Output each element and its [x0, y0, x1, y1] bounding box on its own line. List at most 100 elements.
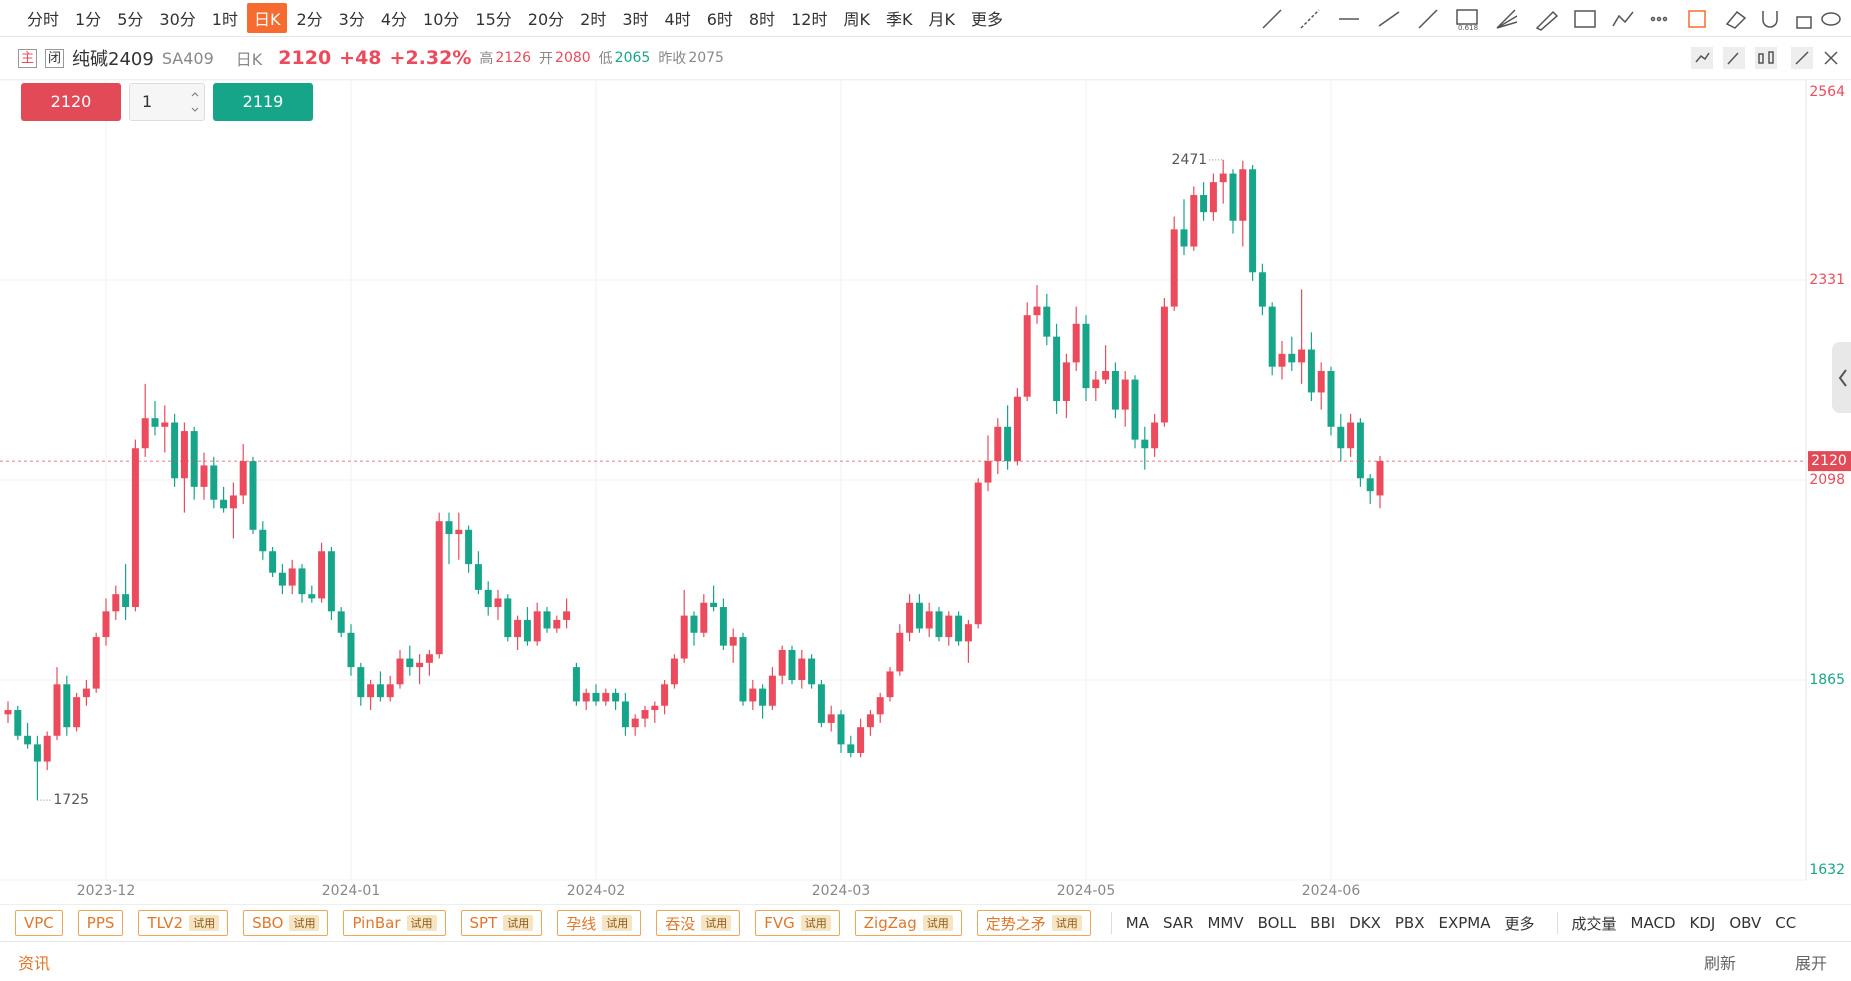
strategy-button[interactable]: FVG 试用	[755, 910, 840, 936]
qty-input[interactable]: 1	[129, 83, 205, 121]
candle-body	[288, 568, 296, 586]
main-indicator[interactable]: BBI	[1310, 914, 1336, 932]
fib-label[interactable]: 0.618	[1458, 24, 1478, 32]
candle-body	[533, 611, 541, 642]
y-tick-label: 1632	[1809, 862, 1845, 878]
low-label: 1725	[53, 792, 89, 808]
candle-body	[719, 607, 727, 646]
period-select[interactable]: 日K	[235, 50, 263, 69]
candle-body	[896, 632, 904, 672]
period-button[interactable]: 2分	[296, 10, 323, 29]
period-button[interactable]: 日K	[246, 3, 288, 33]
period-button[interactable]: 15分	[475, 10, 512, 29]
prev-close: 2075	[688, 50, 724, 66]
candle-body	[220, 499, 228, 509]
candle-body	[964, 624, 972, 642]
candle-body	[1072, 323, 1080, 363]
x-tick-label: 2024-05	[1057, 883, 1116, 899]
main-indicator[interactable]: BOLL	[1257, 914, 1297, 932]
candle-body	[680, 615, 688, 659]
candle-body	[367, 684, 375, 698]
candle-body	[171, 422, 179, 479]
qty-stepper[interactable]	[190, 90, 200, 114]
candle-body	[1356, 422, 1364, 479]
candle-body	[1013, 396, 1021, 462]
candle-body	[523, 619, 531, 642]
period-button[interactable]: 周K	[843, 10, 870, 29]
strategy-button[interactable]: VPC	[15, 910, 63, 936]
sub-indicator[interactable]: 成交量	[1571, 914, 1617, 933]
strategy-button[interactable]: 孕线 试用	[557, 910, 642, 936]
candle-body	[1288, 353, 1296, 363]
period-button[interactable]: 6时	[706, 10, 733, 29]
period-button[interactable]: 12时	[791, 10, 828, 29]
candle-body	[1062, 362, 1070, 402]
candle-body	[798, 658, 806, 680]
main-icon[interactable]: 主	[18, 48, 38, 68]
buy-button[interactable]: 2120	[21, 83, 121, 121]
sub-indicator[interactable]: CC	[1775, 914, 1797, 932]
candle-body	[347, 632, 355, 668]
main-indicator[interactable]: MMV	[1207, 914, 1244, 932]
candle-body	[974, 482, 982, 625]
candle-body	[1229, 173, 1237, 221]
sell-button[interactable]: 2119	[213, 83, 313, 121]
sub-indicator[interactable]: MACD	[1630, 914, 1676, 932]
period-button[interactable]: 8时	[748, 10, 776, 29]
period-button[interactable]: 1时	[211, 10, 238, 29]
period-button[interactable]: 3时	[622, 10, 649, 29]
strategy-button[interactable]: SPT 试用	[460, 910, 543, 936]
trial-tag: 试用	[289, 915, 320, 931]
period-button[interactable]: 分时	[27, 10, 60, 29]
last-price-label: 2120	[1811, 453, 1847, 469]
candle-body	[1151, 422, 1159, 449]
candle-body	[837, 714, 845, 745]
period-button[interactable]: 5分	[117, 10, 144, 29]
candle-body	[308, 594, 316, 599]
candle-body	[406, 658, 414, 668]
strategy-button[interactable]: 定势之矛 试用	[976, 910, 1091, 936]
period-button[interactable]: 3分	[338, 10, 365, 29]
main-indicator[interactable]: MA	[1125, 914, 1149, 932]
period-button[interactable]: 20分	[527, 10, 565, 29]
sub-indicator[interactable]: KDJ	[1689, 914, 1716, 932]
main-indicator[interactable]: PBX	[1394, 914, 1425, 932]
candle-body	[886, 671, 894, 698]
strategy-button[interactable]: TLV2 试用	[138, 910, 229, 936]
period-button[interactable]: 4分	[380, 10, 408, 29]
y-tick-label: 2564	[1809, 84, 1845, 100]
main-indicator[interactable]: DKX	[1349, 914, 1381, 932]
close-icon[interactable]: 闭	[45, 48, 65, 68]
candle-body	[318, 551, 326, 599]
quote-header: 主 闭 纯碱2409 SA409 日K 2120 +48 +2.32% 高 212…	[0, 37, 1851, 80]
period-button[interactable]: 更多	[970, 10, 1003, 29]
strategy-button[interactable]: PinBar 试用	[343, 910, 446, 936]
period-button[interactable]: 30分	[159, 10, 196, 29]
period-button[interactable]: 1分	[75, 10, 102, 29]
candle-body	[73, 697, 81, 728]
period-button[interactable]: 2时	[580, 10, 607, 29]
main-indicator[interactable]: EXPMA	[1438, 914, 1491, 932]
period-button[interactable]: 4时	[664, 10, 691, 29]
y-tick-label: 2098	[1809, 472, 1845, 488]
strategy-button[interactable]: SBO 试用	[243, 910, 329, 936]
candle-body	[866, 714, 874, 728]
candle-body	[808, 658, 816, 685]
period-button[interactable]: 10分	[423, 10, 460, 29]
strategy-button[interactable]: ZigZag 试用	[854, 910, 962, 936]
main-indicator[interactable]: SAR	[1162, 914, 1194, 932]
strategy-button[interactable]: PPS	[77, 910, 124, 936]
news-tab[interactable]: 资讯	[18, 953, 51, 973]
footer: 资讯 刷新 展开	[0, 941, 1851, 981]
sub-indicator[interactable]: OBV	[1729, 914, 1762, 932]
candle-body	[1033, 306, 1041, 316]
period-button[interactable]: 月K	[928, 10, 955, 29]
strategy-button[interactable]: 吞没 试用	[656, 910, 741, 936]
expand-button[interactable]: 展开	[1794, 953, 1827, 973]
period-button[interactable]: 季K	[885, 10, 913, 29]
refresh-button[interactable]: 刷新	[1703, 953, 1736, 973]
more-indicators[interactable]: 更多	[1504, 914, 1535, 933]
candle-body	[651, 705, 659, 711]
candle-body	[945, 615, 953, 638]
candle-body	[1327, 370, 1335, 427]
